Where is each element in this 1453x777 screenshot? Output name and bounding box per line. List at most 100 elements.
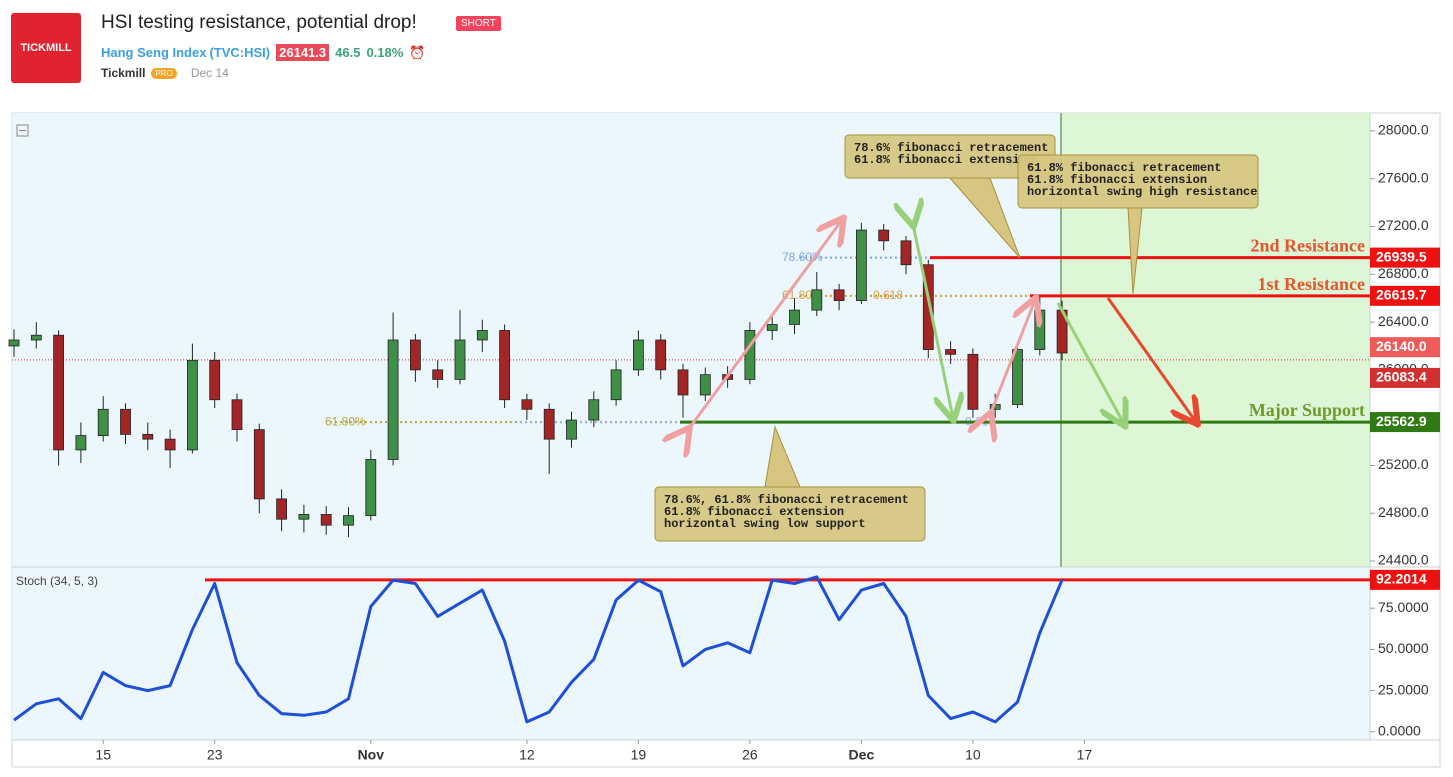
y-tick-label: 24400.0: [1378, 552, 1429, 568]
candle-body: [8, 339, 20, 347]
stoch-tick-label: 25.0000: [1378, 681, 1429, 697]
candle-body: [789, 309, 800, 325]
arrow: [1106, 297, 1196, 422]
candle-body: [365, 459, 377, 517]
level-name: 2nd Resistance: [1250, 236, 1365, 256]
candle-body: [499, 330, 511, 401]
candle-body: [633, 339, 644, 371]
fib-label: 0.618: [873, 288, 903, 302]
callout-box: [1017, 154, 1259, 209]
candle-body: [566, 419, 577, 440]
callout-text: 61.8% fibonacci extension: [1027, 173, 1207, 187]
candle-body: [744, 330, 756, 380]
level-tag-label: 26939.5: [1376, 248, 1427, 264]
level-name: 1st Resistance: [1258, 274, 1365, 294]
callout-text: 78.6% fibonacci retracement: [854, 141, 1048, 155]
candle-body: [543, 408, 555, 440]
candle-body: [699, 374, 711, 396]
stoch-tag-label: 92.2014: [1376, 571, 1427, 587]
price-tag-label: 26083.4: [1376, 369, 1427, 385]
candle-body: [209, 359, 221, 401]
candle-body: [298, 514, 310, 520]
candle-body: [766, 324, 778, 331]
callout-text: 61.8% fibonacci extension: [664, 505, 844, 519]
x-tick-label: 23: [207, 747, 223, 763]
author-badge: PRO: [151, 67, 177, 79]
candle-body: [142, 433, 154, 440]
price-tag: [1370, 337, 1440, 358]
candle-body: [343, 515, 354, 526]
symbol-name[interactable]: Hang Seng Index: [101, 45, 207, 60]
x-tick-label: 17: [1077, 747, 1093, 763]
collapse-button[interactable]: [16, 124, 29, 137]
level-tag: [1370, 247, 1440, 268]
candle-body: [387, 339, 399, 460]
candle-body: [253, 429, 265, 500]
arrow: [688, 220, 842, 430]
level-tag: [1370, 285, 1440, 306]
x-tick-label: 15: [95, 747, 111, 763]
title: HSI testing resistance, potential drop!: [101, 12, 417, 33]
candle-body: [677, 369, 689, 396]
level-tag-label: 26619.7: [1376, 287, 1427, 303]
x-tick-label: Nov: [358, 747, 385, 763]
candle-body: [588, 399, 600, 421]
stoch-tick-label: 75.0000: [1378, 599, 1429, 615]
callout-text: horizontal swing low support: [664, 517, 866, 531]
author[interactable]: Tickmill: [101, 66, 146, 80]
plot: 24400.024800.025200.025600.026000.026400…: [8, 122, 1440, 763]
symbol-code[interactable]: (TVC:HSI): [209, 45, 271, 60]
candle-body: [186, 359, 198, 451]
candle-body: [97, 408, 109, 436]
callout-box: [654, 486, 926, 542]
badge[interactable]: SHORT: [456, 16, 501, 31]
level-tag-label: 25562.9: [1376, 413, 1427, 429]
author-row: Tickmill PRO Dec 14: [101, 66, 229, 80]
stoch-line: [13, 575, 1064, 724]
x-tick-label: 26: [742, 747, 758, 763]
logo: TICKMILL: [11, 13, 81, 83]
x-tick-label: 19: [631, 747, 647, 763]
level-tag: [1370, 412, 1440, 433]
logo-text: TICKMILL: [20, 42, 72, 54]
stoch-tick-label: 0.0000: [1378, 722, 1421, 738]
y-tick-label: 28000.0: [1378, 122, 1429, 138]
candle-body: [655, 339, 667, 371]
candle-body: [856, 229, 867, 301]
callout-text: horizontal swing high resistance: [1027, 185, 1257, 199]
candle-body: [164, 438, 176, 451]
candle-body: [454, 339, 466, 380]
callout-text: 61.8% fibonacci extension: [854, 153, 1034, 167]
arrow: [913, 224, 953, 418]
candle-body: [432, 369, 444, 380]
change-pct: 0.18%: [366, 45, 404, 60]
candle-body: [75, 435, 87, 451]
price: 26141.3: [276, 44, 330, 61]
candle-body: [945, 349, 956, 355]
arrow: [1056, 302, 1124, 424]
callout-text: 78.6%, 61.8% fibonacci retracement: [664, 493, 909, 507]
candle-body: [610, 369, 622, 401]
candle-body: [53, 334, 64, 451]
candle-body: [1034, 309, 1046, 350]
stoch-tick-label: 50.0000: [1378, 640, 1429, 656]
candle-body: [30, 334, 42, 341]
arrow: [990, 300, 1035, 415]
candle-body: [476, 330, 488, 341]
y-tick-label: 24800.0: [1378, 504, 1429, 520]
alarm-icon[interactable]: ⏰: [409, 44, 426, 60]
candle-body: [320, 514, 332, 526]
price-tag: [1370, 367, 1440, 388]
candle-body: [900, 240, 912, 266]
stoch-title: Stoch (34, 5, 3): [16, 574, 98, 588]
candle-body: [811, 289, 823, 311]
callout-text: 61.8% fibonacci retracement: [1027, 161, 1221, 175]
fib-label: 61.80%: [325, 414, 366, 428]
change: 46.5: [335, 45, 361, 60]
x-tick-label: 12: [519, 747, 535, 763]
y-tick-label: 26400.0: [1378, 313, 1429, 329]
drawings: [688, 220, 1196, 430]
